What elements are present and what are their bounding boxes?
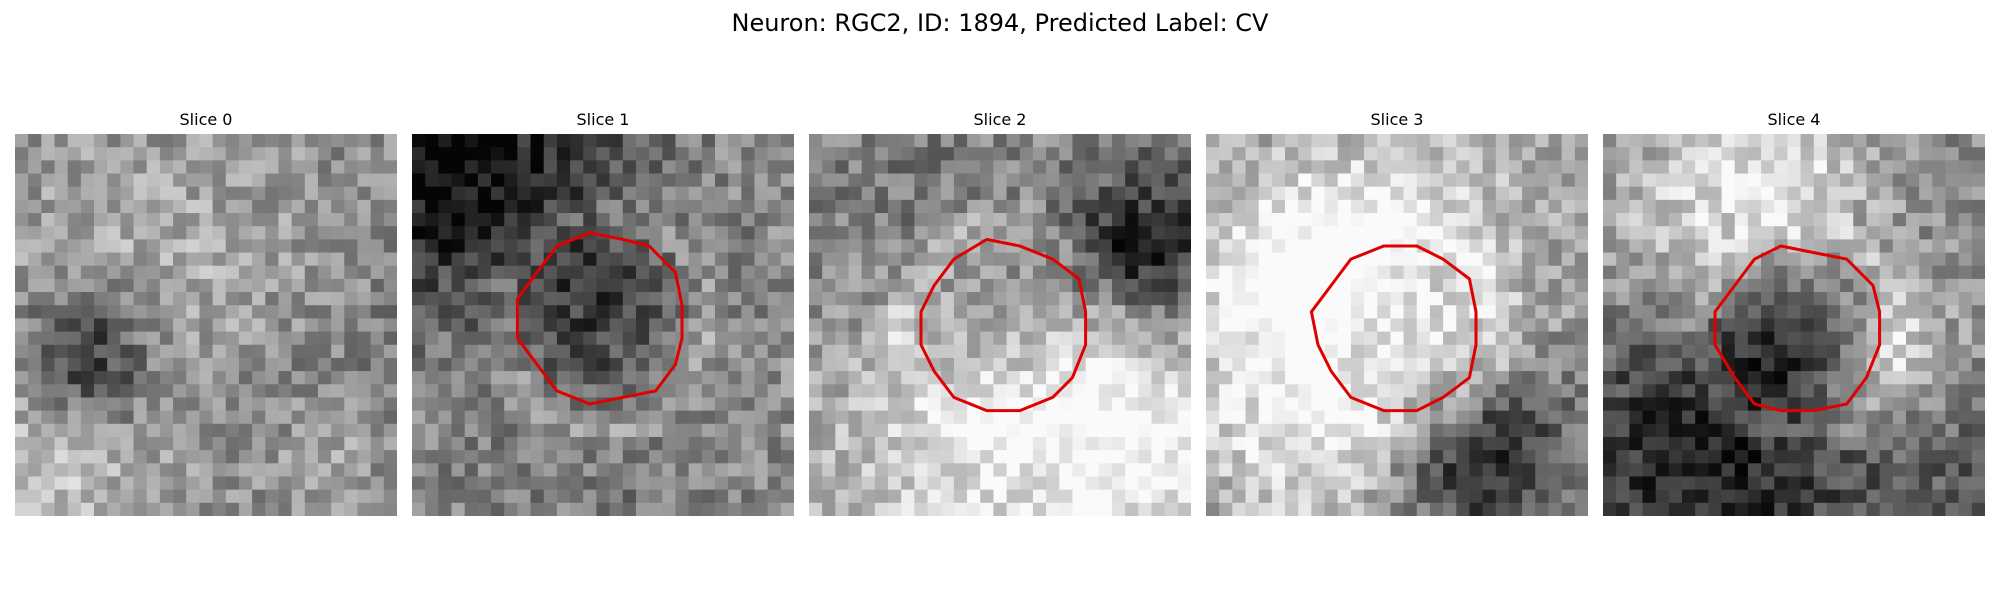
slice-title: Slice 3 [1370,110,1424,129]
slice-image [1206,134,1588,516]
figure-title: Neuron: RGC2, ID: 1894, Predicted Label:… [731,9,1269,37]
slice-image [15,134,397,516]
slice-panel-4: Slice 4 [1603,108,1985,516]
cell-contour [919,237,1088,413]
cell-contour [515,231,684,406]
slice-panel-2: Slice 2 [809,108,1191,516]
cell-contour [1309,244,1478,413]
slice-image [412,134,794,516]
slice-panel-0: Slice 0 [15,108,397,516]
slice-panel-3: Slice 3 [1206,108,1588,516]
slice-title: Slice 4 [1767,110,1821,129]
cell-contour [1713,244,1882,413]
slice-title: Slice 2 [973,110,1027,129]
slice-panel-1: Slice 1 [412,108,794,516]
slice-title: Slice 0 [179,110,233,129]
slice-image [1603,134,1985,516]
slice-image [809,134,1191,516]
slice-title: Slice 1 [576,110,630,129]
